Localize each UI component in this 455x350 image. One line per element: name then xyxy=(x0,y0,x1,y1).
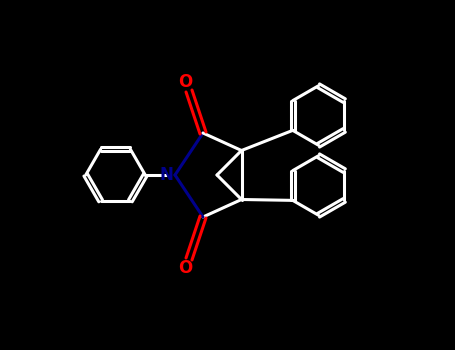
Text: O: O xyxy=(177,259,192,277)
Text: N: N xyxy=(159,166,173,184)
Text: O: O xyxy=(177,73,192,91)
